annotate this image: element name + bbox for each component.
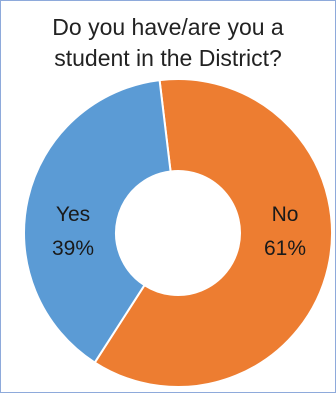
slice-percent-yes: 39% [52,237,94,260]
slice-label-yes: Yes [56,203,90,226]
chart-title-line-2: student in the District? [54,45,282,71]
slice-label-no: No [272,203,299,226]
slice-percent-no: 61% [264,237,306,260]
chart-title: Do you have/are you a student in the Dis… [0,12,336,74]
donut-slice-yes [23,78,172,364]
donut-slice-no [93,78,333,388]
chart-title-line-1: Do you have/are you a [52,14,284,40]
